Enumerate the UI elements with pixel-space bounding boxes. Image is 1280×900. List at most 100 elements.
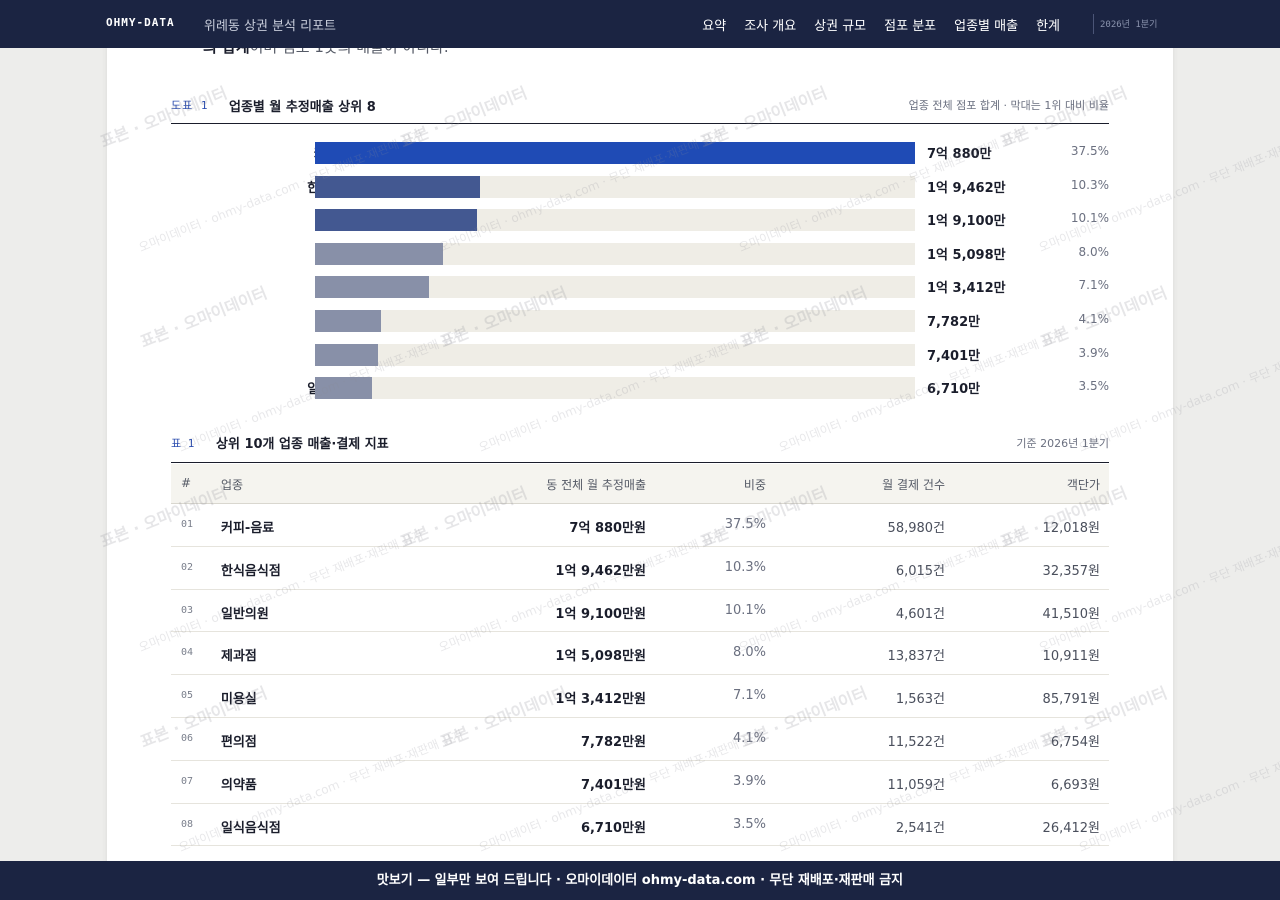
bar-share-label: 10.1% <box>1070 211 1109 226</box>
col-header-share: 비중 <box>743 478 766 492</box>
cell-rank: 04 <box>181 647 194 659</box>
cell-avg-price: 10,911원 <box>1042 649 1100 665</box>
figure-header: 도표 1 업종별 월 추정매출 상위 8 업종 전체 점포 합계 · 막대는 1… <box>171 96 1109 124</box>
bar-track <box>315 309 915 332</box>
col-header-avg-price: 객단가 <box>1066 478 1100 492</box>
bar <box>315 209 477 232</box>
cell-industry: 커피-음료 <box>221 521 275 536</box>
bar-track <box>315 276 915 299</box>
bar-share-label: 37.5% <box>1070 144 1109 158</box>
bar <box>315 242 443 265</box>
cell-sales: 1억 9,462만원 <box>555 563 646 579</box>
table-body: 01 커피-음료 7억 880만원 37.5% 58,980건 12,018원 02 한식음식… <box>171 504 1109 847</box>
table-row: 07 의약품 7,401만원 3.9% 11,059건 6,693원 <box>171 761 1109 804</box>
cell-industry: 한식음식점 <box>221 563 281 579</box>
cell-industry: 일반의원 <box>221 606 269 622</box>
nav-item-market-size[interactable]: 상권 규모 <box>814 19 867 34</box>
nav-item-sales-by-industry[interactable]: 업종별 매출 <box>954 19 1019 34</box>
bar-share-label: 3.9% <box>1078 345 1110 360</box>
cell-rank: 03 <box>181 604 194 616</box>
bar-value-label: 6,710만 <box>927 382 981 398</box>
bar-track <box>315 175 915 198</box>
cell-share: 4.1% <box>732 730 766 746</box>
col-header-count: 월 결제 건수 <box>882 478 945 492</box>
cell-share: 10.3% <box>724 559 766 575</box>
cell-share: 37.5% <box>724 517 766 532</box>
cell-count: 11,059건 <box>887 777 945 793</box>
table-title: 상위 10개 업종 매출·결제 지표 <box>216 437 389 452</box>
cell-share: 8.0% <box>732 645 766 661</box>
cell-rank: 01 <box>181 519 194 530</box>
bar-track <box>315 377 915 400</box>
cell-avg-price: 26,412원 <box>1042 820 1100 836</box>
cell-industry: 제과점 <box>221 649 257 665</box>
cell-count: 4,601건 <box>895 606 945 622</box>
cell-avg-price: 32,357원 <box>1042 563 1100 579</box>
bar-share-label: 10.3% <box>1070 177 1109 192</box>
figure-title: 업종별 월 추정매출 상위 8 <box>229 100 376 115</box>
bar-value-label: 1억 3,412만 <box>927 281 1006 297</box>
nav-item-overview[interactable]: 조사 개요 <box>744 19 797 34</box>
bar-track <box>315 209 915 232</box>
nav-item-summary[interactable]: 요약 <box>702 19 727 34</box>
top-bar: OHMY-DATA 위례동 상권 분석 리포트 요약 조사 개요 상권 규모 점… <box>0 0 1280 48</box>
cell-sales: 6,710만원 <box>580 820 646 836</box>
cell-avg-price: 6,754원 <box>1050 734 1100 750</box>
cell-industry: 의약품 <box>221 777 257 793</box>
col-header-sales: 동 전체 월 추정매출 <box>546 478 646 492</box>
table-note: 기준 2026년 1분기 <box>1016 437 1109 450</box>
bar <box>315 343 378 366</box>
table-head-row: # 업종 동 전체 월 추정매출 비중 월 결제 건수 객단가 <box>171 464 1109 504</box>
cell-sales: 1억 5,098만원 <box>555 649 646 665</box>
nav-item-limitations[interactable]: 한계 <box>1036 19 1060 34</box>
cell-share: 10.1% <box>724 602 766 618</box>
cell-count: 13,837건 <box>887 649 945 665</box>
table-label: 표 1 <box>171 437 195 450</box>
table-row: 05 미용실 1억 3,412만원 7.1% 1,563건 85,791원 <box>171 675 1109 718</box>
cell-count: 6,015건 <box>895 563 945 579</box>
bar <box>315 276 429 299</box>
cell-share: 3.5% <box>732 816 766 832</box>
brand-logo[interactable]: OHMY-DATA <box>106 16 175 29</box>
cell-avg-price: 12,018원 <box>1042 521 1100 536</box>
cell-sales: 7,401만원 <box>580 777 646 793</box>
bar-share-label: 7.1% <box>1078 278 1110 293</box>
bar-share-label: 8.0% <box>1078 244 1110 259</box>
cell-sales: 1억 9,100만원 <box>555 606 646 622</box>
period-label: 2026년 1분기 <box>1100 20 1158 30</box>
figure-label: 도표 1 <box>171 99 209 112</box>
cell-share: 3.9% <box>732 773 766 789</box>
cell-industry: 편의점 <box>221 734 257 750</box>
cell-rank: 07 <box>181 775 194 787</box>
cell-count: 58,980건 <box>887 521 945 536</box>
cell-rank: 08 <box>181 818 194 830</box>
cell-count: 2,541건 <box>895 820 945 836</box>
bar-share-label: 4.1% <box>1078 311 1110 326</box>
cell-count: 11,522건 <box>887 734 945 750</box>
table-header: 표 1 상위 10개 업종 매출·결제 지표 기준 2026년 1분기 <box>171 432 1109 463</box>
cell-avg-price: 41,510원 <box>1042 606 1100 622</box>
bar <box>315 377 372 400</box>
cell-avg-price: 6,693원 <box>1050 777 1100 793</box>
bar-value-label: 1억 5,098만 <box>927 247 1006 263</box>
bar-track <box>315 142 915 164</box>
nav-divider <box>1093 14 1094 34</box>
report-sheet: 의 합계이며 점포 1곳의 매출이 아니다. 도표 1 업종별 월 추정매출 상… <box>107 0 1173 900</box>
nav-item-store-distribution[interactable]: 점포 분포 <box>884 19 937 34</box>
cell-count: 1,563건 <box>895 692 945 708</box>
bar <box>315 175 480 198</box>
bar-value-label: 1억 9,100만 <box>927 214 1006 230</box>
bar-value-label: 7,401만 <box>927 348 981 364</box>
col-header-rank: # <box>181 476 192 490</box>
report-title: 위례동 상권 분석 리포트 <box>204 19 336 34</box>
bar-share-label: 3.5% <box>1078 379 1110 394</box>
